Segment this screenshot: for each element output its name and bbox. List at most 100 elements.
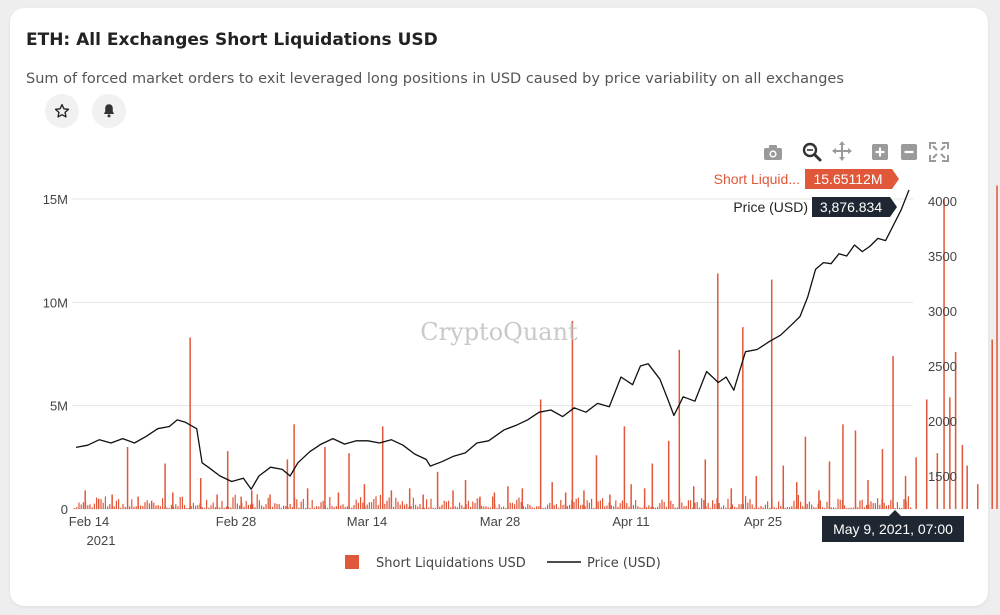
bar-minor bbox=[780, 505, 782, 509]
zoom-icon[interactable] bbox=[802, 142, 822, 162]
legend-item-short-liquidations[interactable]: Short Liquidations USD bbox=[345, 555, 526, 571]
bar bbox=[126, 447, 129, 509]
bar-minor bbox=[533, 507, 535, 509]
bell-icon bbox=[103, 104, 115, 118]
bar-minor bbox=[190, 506, 192, 509]
y-left-tick-label: 0 bbox=[61, 502, 68, 517]
bar-minor bbox=[538, 506, 540, 509]
bar-minor bbox=[351, 507, 353, 509]
bar-minor bbox=[483, 506, 485, 509]
bar bbox=[828, 461, 831, 509]
price-line bbox=[75, 189, 910, 490]
bar-minor bbox=[234, 494, 236, 509]
bar-minor bbox=[514, 504, 516, 509]
bar-minor bbox=[822, 507, 824, 509]
bar-minor bbox=[201, 507, 203, 509]
bar-minor bbox=[417, 506, 419, 509]
bar-minor bbox=[113, 506, 115, 509]
bar-minor bbox=[221, 500, 223, 509]
bar-minor bbox=[327, 507, 329, 509]
bar-minor bbox=[751, 504, 753, 509]
pan-icon[interactable] bbox=[832, 141, 852, 161]
bar bbox=[667, 440, 670, 509]
bar-minor bbox=[404, 504, 406, 509]
bar-minor bbox=[415, 504, 417, 509]
y-right-tick-label: 4000 bbox=[928, 194, 957, 209]
bar-minor bbox=[573, 501, 575, 509]
zoom-out-icon[interactable] bbox=[901, 144, 917, 160]
bar-minor bbox=[296, 499, 298, 509]
bar-minor bbox=[195, 505, 197, 509]
bar-minor bbox=[247, 504, 249, 509]
bar-minor bbox=[87, 505, 89, 509]
bar-minor bbox=[709, 507, 711, 509]
alert-button[interactable] bbox=[92, 94, 126, 128]
bar-minor bbox=[223, 507, 225, 509]
bar bbox=[269, 494, 271, 509]
bar-minor bbox=[547, 504, 549, 509]
bar-minor bbox=[839, 499, 841, 509]
bar-minor bbox=[870, 501, 872, 509]
bar-minor bbox=[208, 507, 210, 509]
bar-minor bbox=[602, 498, 604, 509]
bar-minor bbox=[170, 504, 172, 509]
page-title: ETH: All Exchanges Short Liquidations US… bbox=[26, 30, 438, 50]
bar-minor bbox=[802, 506, 804, 509]
bar-minor bbox=[225, 506, 227, 509]
bar-minor bbox=[261, 505, 263, 509]
bar-minor bbox=[560, 500, 562, 509]
bar-tooltip-box bbox=[805, 169, 892, 189]
bar-minor bbox=[342, 504, 344, 509]
zoom-in-icon[interactable] bbox=[872, 144, 888, 160]
bar-minor bbox=[877, 498, 879, 509]
bar-minor bbox=[476, 498, 478, 509]
bar-minor bbox=[82, 502, 84, 509]
bar-minor bbox=[692, 507, 694, 509]
bar-minor bbox=[355, 499, 357, 509]
bar bbox=[678, 349, 681, 509]
bar-minor bbox=[144, 502, 146, 509]
bar-minor bbox=[122, 504, 124, 509]
bar bbox=[961, 444, 964, 509]
bar-minor bbox=[632, 505, 634, 509]
bar bbox=[609, 494, 611, 509]
bar bbox=[286, 459, 289, 509]
y-left-tick-label: 15M bbox=[43, 192, 68, 207]
bar-minor bbox=[78, 502, 80, 509]
bar-minor bbox=[569, 504, 571, 509]
bar-minor bbox=[399, 504, 401, 509]
bar bbox=[977, 484, 979, 509]
legend-label-short-liquidations: Short Liquidations USD bbox=[376, 556, 526, 571]
bar-minor bbox=[318, 506, 320, 509]
bar-minor bbox=[720, 507, 722, 509]
bar-minor bbox=[243, 506, 245, 509]
bar-minor bbox=[872, 503, 874, 509]
bar-minor bbox=[456, 507, 458, 509]
bar bbox=[651, 463, 654, 509]
bar-minor bbox=[505, 507, 507, 509]
bar-minor bbox=[844, 505, 846, 509]
bar bbox=[915, 457, 917, 509]
bar bbox=[804, 436, 807, 509]
bar-minor bbox=[219, 507, 221, 509]
bar-minor bbox=[384, 503, 386, 509]
bar-minor bbox=[173, 506, 175, 509]
bar-minor bbox=[885, 505, 887, 509]
bar-minor bbox=[888, 505, 890, 509]
legend-item-price[interactable]: Price (USD) bbox=[547, 556, 661, 571]
camera-icon[interactable] bbox=[764, 145, 782, 160]
autoscale-icon[interactable] bbox=[929, 142, 949, 162]
bar-minor bbox=[186, 507, 188, 509]
bar-minor bbox=[203, 507, 205, 509]
bar-minor bbox=[657, 506, 659, 509]
price-tooltip-value: 3,876.834 bbox=[820, 199, 882, 215]
bar bbox=[730, 488, 733, 509]
y-right-tick-label: 3000 bbox=[928, 304, 957, 319]
bar-minor bbox=[489, 507, 491, 509]
bar-minor bbox=[806, 503, 808, 509]
bar-minor bbox=[837, 498, 839, 509]
bar-minor bbox=[769, 507, 771, 509]
bar-minor bbox=[760, 505, 762, 509]
favorite-button[interactable] bbox=[45, 94, 79, 128]
bar-minor bbox=[863, 507, 865, 509]
